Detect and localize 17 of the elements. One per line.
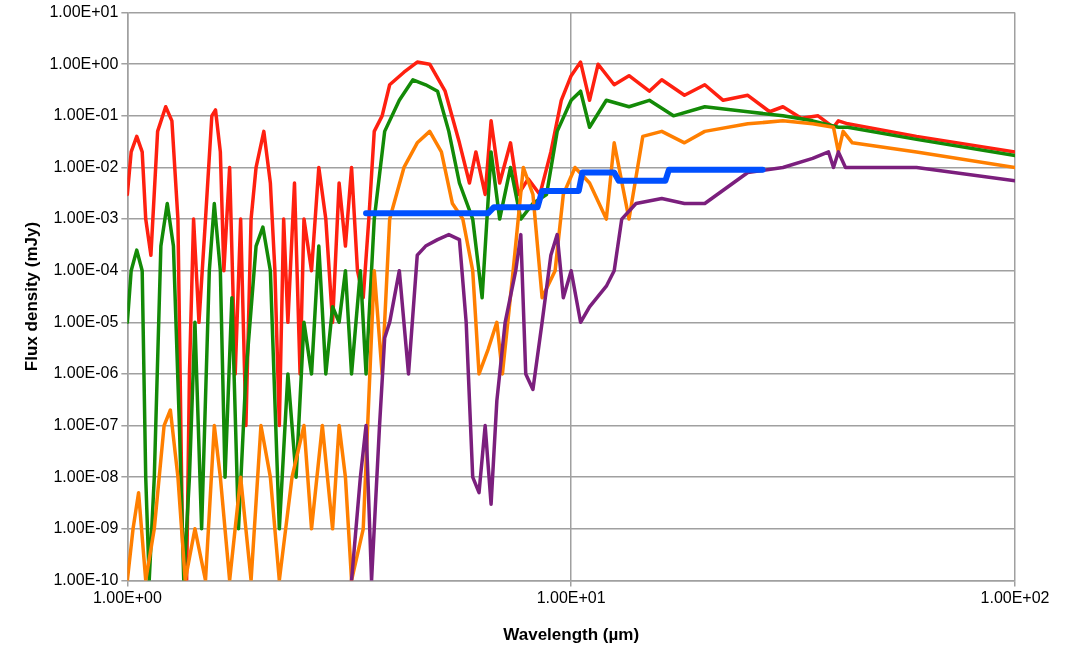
y-tick-label: 1.00E-10 [53,570,119,588]
y-tick-label: 1.00E-09 [53,519,119,537]
y-axis-title: Flux density (mJy) [21,221,41,372]
y-tick-label: 1.00E-08 [53,467,119,485]
y-tick-label: 1.00E+00 [49,54,119,72]
y-tick-label: 1.00E+01 [49,3,119,21]
y-tick-label: 1.00E-02 [53,157,119,175]
x-axis-title: Wavelength (µm) [503,625,640,645]
y-tick-label: 1.00E-01 [53,106,119,124]
y-tick-label: 1.00E-07 [53,415,119,433]
x-tick-label: 1.00E+02 [980,589,1050,607]
y-tick-label: 1.00E-06 [53,364,119,382]
y-tick-label: 1.00E-04 [53,261,119,279]
y-tick-label: 1.00E-05 [53,312,119,330]
y-tick-label: 1.00E-03 [53,209,119,227]
x-tick-label: 1.00E+01 [536,589,606,607]
x-tick-label: 1.00E+00 [92,589,162,607]
